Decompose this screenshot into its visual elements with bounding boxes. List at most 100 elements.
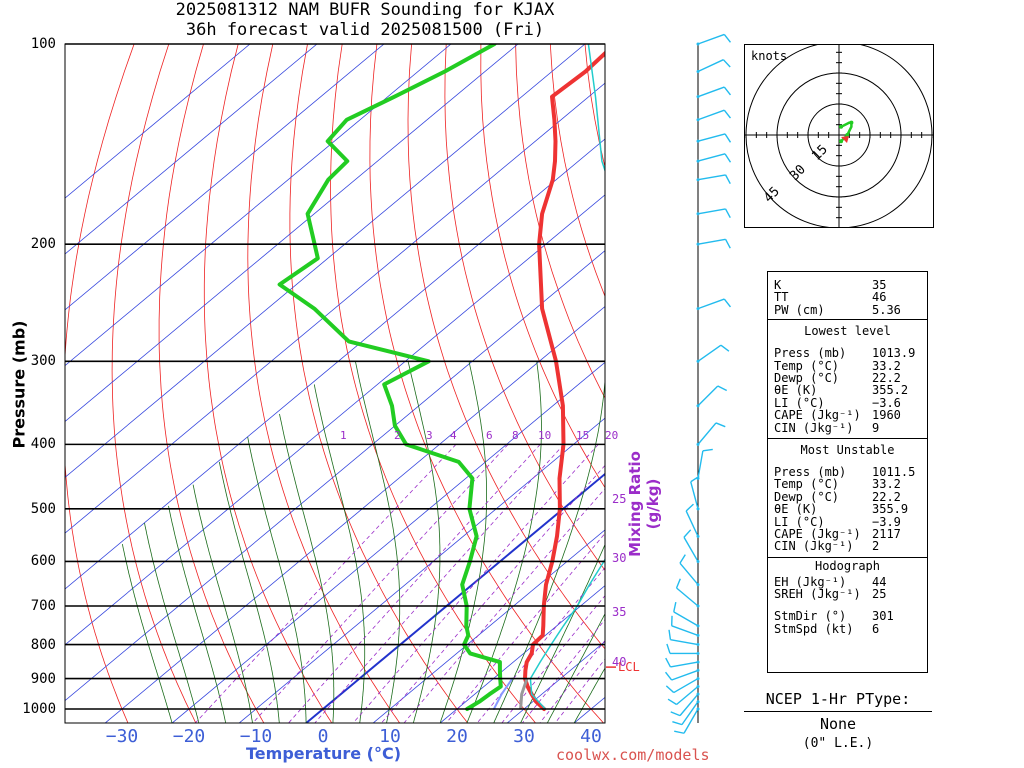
moist-adiabat — [439, 361, 488, 723]
stat-value: −3.6 — [872, 395, 901, 410]
stat-value: 355.9 — [872, 502, 909, 517]
stat-section-heading: Lowest level — [804, 324, 891, 339]
stat-value: 46 — [872, 290, 887, 305]
wind-barb — [664, 668, 700, 681]
stat-value: 5.36 — [872, 302, 901, 317]
isotherm — [305, 472, 605, 723]
moist-adiabat — [546, 613, 605, 723]
mixing-ratio-tick-label: 1 — [340, 429, 347, 442]
wind-barb — [696, 86, 732, 99]
series-dewpoint — [277, 44, 503, 711]
wind-barb — [696, 422, 726, 446]
isotherm — [65, 82, 605, 534]
hodograph-point — [839, 139, 844, 144]
moist-adiabat — [192, 484, 253, 723]
storm-motion-marker — [841, 136, 849, 143]
temperature-tick-label: 20 — [446, 726, 468, 747]
ptype-box: NCEP 1-Hr PType: None (0" L.E.) — [744, 690, 932, 751]
series-wet-bulb — [492, 677, 514, 710]
stat-value: 44 — [872, 574, 887, 589]
ptype-value: None — [819, 715, 857, 733]
mixing-ratio-line — [539, 639, 605, 723]
stat-value: −3.9 — [872, 514, 901, 529]
isotherm — [65, 44, 251, 199]
hodograph-ring-label: 15 — [809, 142, 831, 164]
mixing-ratio-tick-label: 15 — [576, 429, 590, 442]
pressure-tick-label: 700 — [30, 597, 56, 614]
mixing-ratio-tick-label: 3 — [426, 429, 433, 442]
stat-key: θE (K) — [774, 502, 818, 517]
isotherm — [238, 417, 605, 723]
isotherm — [65, 44, 586, 478]
wind-barb — [696, 238, 731, 249]
dry-adiabat — [111, 44, 197, 723]
dry-adiabat — [444, 44, 605, 572]
wind-barb — [696, 298, 732, 311]
dry-adiabat — [480, 44, 605, 489]
mixing-ratio-line — [554, 658, 605, 723]
wind-barb — [696, 33, 732, 46]
mixing-ratio-tick-label: 20 — [605, 429, 619, 442]
stat-key: K — [774, 278, 782, 292]
wind-barb — [679, 554, 700, 587]
stat-key: Temp (°C) — [774, 477, 840, 492]
hodograph-point — [849, 120, 854, 125]
wind-barb — [683, 529, 700, 563]
moist-adiabat — [279, 413, 335, 723]
stat-key: CIN (Jkg⁻¹) — [774, 539, 854, 554]
wind-barb — [667, 684, 700, 706]
chart-title: 2025081312 NAM BUFR Sounding for KJAX — [175, 0, 555, 20]
isotherm — [372, 529, 605, 723]
stat-key: Press (mb) — [774, 346, 847, 361]
stat-key: Dewp (°C) — [774, 371, 840, 385]
mixing-ratio-side-label: 40 — [612, 655, 627, 669]
mixing-ratio-side-label: 25 — [612, 492, 627, 506]
moist-adiabat — [493, 375, 605, 723]
hodograph-units-label: knots — [751, 49, 787, 63]
mixing-ratio-line — [194, 444, 457, 723]
ptype-heading: NCEP 1-Hr PType: — [765, 690, 911, 708]
mixing-ratio-tick-label: 2 — [394, 429, 401, 442]
wind-barb — [673, 601, 700, 628]
stat-value: 25 — [872, 587, 887, 602]
stat-section-heading: Hodograph — [814, 558, 881, 573]
stat-key: PW (cm) — [774, 302, 825, 317]
temperature-tick-label: 10 — [379, 726, 401, 747]
stat-key: LI (°C) — [774, 514, 825, 529]
moist-adiabat — [122, 544, 173, 723]
isotherm — [65, 44, 519, 423]
stat-key: LI (°C) — [774, 395, 825, 410]
mixing-ratio-line — [403, 487, 605, 723]
stat-key: Temp (°C) — [774, 358, 840, 373]
wind-barb — [696, 344, 730, 363]
stat-key: CIN (Jkg⁻¹) — [774, 420, 854, 435]
mixing-ratio-tick-label: 8 — [512, 429, 519, 442]
dry-adiabat — [158, 44, 265, 723]
wind-barb — [672, 700, 700, 726]
wind-barb — [696, 174, 731, 185]
mixing-ratio-line — [445, 532, 605, 723]
stat-key: SREH (Jkg⁻¹) — [774, 587, 861, 602]
stat-value: 1011.5 — [872, 465, 916, 479]
hodograph-point — [839, 124, 844, 129]
temperature-tick-label: 0 — [317, 726, 329, 747]
isotherm — [65, 250, 605, 702]
lcl-label: LCL — [618, 660, 640, 674]
wind-barb — [685, 503, 700, 538]
stat-value: 2117 — [872, 527, 901, 541]
moist-adiabat — [466, 361, 542, 723]
pressure-tick-label: 900 — [30, 670, 56, 687]
stat-value: 355.2 — [872, 383, 909, 398]
isotherm — [65, 194, 605, 646]
stat-key: θE (K) — [774, 383, 818, 398]
wind-barb — [696, 448, 713, 480]
stat-value: 2 — [872, 539, 880, 554]
stats-panel: K 35 TT 46 PW (cm) 5.36 Lowest level Press (mb)… — [767, 271, 928, 673]
stat-value: 35 — [872, 278, 887, 292]
stat-key: StmDir (°) — [774, 609, 847, 624]
stat-value: 22.2 — [872, 371, 901, 385]
stat-value: 1960 — [872, 408, 901, 423]
temperature-tick-label: −30 — [105, 726, 139, 747]
stat-key: StmSpd (kt) — [774, 621, 854, 636]
